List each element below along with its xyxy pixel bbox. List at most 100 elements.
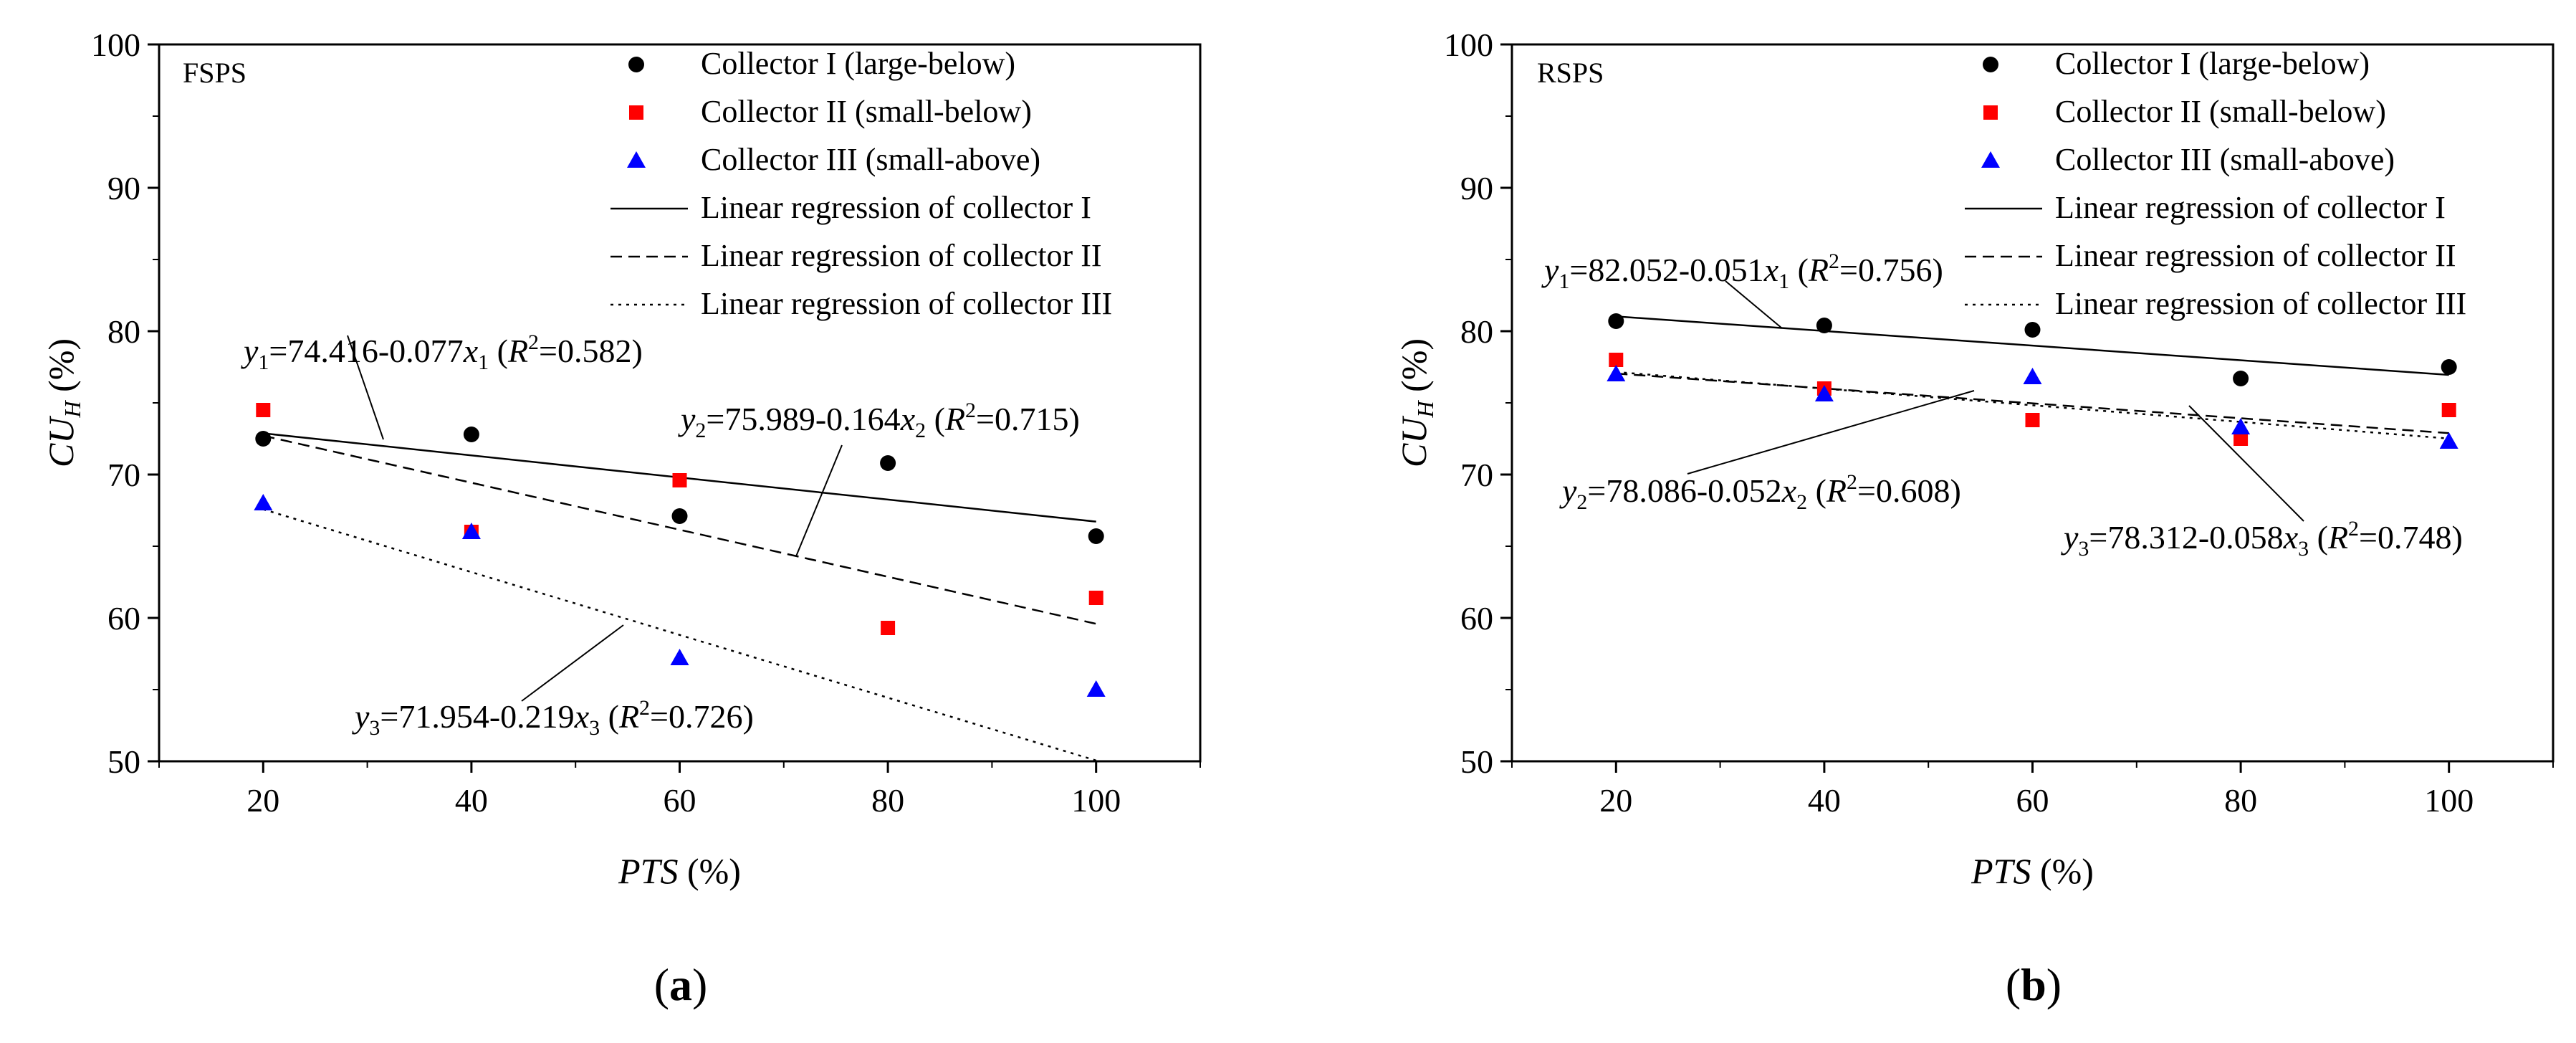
- eq-open: (: [2309, 519, 2328, 556]
- data-point-square: [2233, 432, 2249, 446]
- eq-x: x: [1763, 252, 1779, 288]
- legend-label: Linear regression of collector I: [701, 190, 1091, 225]
- x-axis-label-unit: (%): [2031, 851, 2093, 891]
- eq-r: R: [1826, 472, 1847, 509]
- eq-close: =0.748): [2359, 519, 2463, 556]
- eq-x: x: [463, 333, 479, 369]
- eq-mid: =74.416-0.077: [269, 333, 463, 369]
- eq-y: y: [2061, 519, 2079, 556]
- eq-mid: =71.954-0.219: [380, 698, 574, 735]
- data-point-square: [256, 403, 271, 417]
- legend-label: Linear regression of collector II: [2055, 238, 2456, 273]
- eq-sub: 3: [2298, 537, 2309, 561]
- legend-label: Collector II (small-below): [2055, 94, 2386, 129]
- y-tick-label: 90: [1460, 170, 1493, 206]
- x-tick-label: 80: [871, 782, 904, 819]
- regression-line-1: [1616, 315, 2449, 376]
- data-point-triangle: [254, 494, 273, 510]
- data-point-triangle: [1086, 680, 1106, 697]
- y-axis-label-var: CU: [41, 416, 81, 467]
- eq-sub: 1: [258, 351, 269, 374]
- eq-sub: 3: [589, 716, 600, 740]
- x-tick-label: 100: [2424, 782, 2474, 819]
- x-axis-label-var: PTS: [618, 851, 678, 891]
- panel-caption: (b): [2006, 959, 2062, 1010]
- eq-sup: 2: [1829, 249, 1839, 273]
- data-point-square: [2025, 413, 2040, 427]
- eq-sub: 2: [695, 419, 706, 442]
- x-axis-label: PTS (%): [618, 851, 741, 891]
- legend-label: Collector II (small-below): [701, 94, 1032, 129]
- eq-mid: =78.086-0.052: [1587, 472, 1781, 509]
- legend-marker-circle: [1983, 57, 1998, 72]
- data-point-triangle: [2023, 368, 2042, 384]
- x-tick-label: 20: [246, 782, 279, 819]
- data-point-square: [672, 473, 687, 487]
- equation-leader-line: [1687, 390, 1975, 475]
- regression-line-3: [1616, 371, 2449, 440]
- regression-line-2: [1616, 372, 2449, 434]
- eq-y: y: [241, 333, 259, 369]
- panel-caption: (a): [654, 959, 708, 1010]
- eq-sup: 2: [1847, 470, 1857, 494]
- data-point-circle: [463, 427, 479, 442]
- panel-tag: FSPS: [183, 57, 246, 89]
- eq-r: R: [618, 698, 639, 735]
- data-point-circle: [2024, 322, 2041, 338]
- equation-leader-line: [795, 444, 843, 557]
- eq-sub: 3: [2078, 537, 2089, 561]
- x-tick-label: 60: [2016, 782, 2049, 819]
- equation-leader-line: [2188, 405, 2304, 522]
- eq-mid: =78.312-0.058: [2089, 519, 2283, 556]
- eq-sub: 1: [1778, 270, 1789, 293]
- eq-r: R: [507, 333, 528, 369]
- y-tick-label: 70: [1460, 457, 1493, 493]
- eq-x: x: [1781, 472, 1797, 509]
- eq-open: (: [600, 698, 619, 735]
- data-point-triangle: [1607, 365, 1626, 381]
- x-tick-label: 20: [1599, 782, 1632, 819]
- x-tick-label: 60: [664, 782, 696, 819]
- data-point-circle: [671, 508, 688, 524]
- legend-label: Linear regression of collector III: [2055, 286, 2466, 321]
- eq-sub: 1: [1558, 270, 1569, 293]
- data-point-square: [881, 621, 896, 635]
- x-axis-label-unit: (%): [678, 851, 740, 891]
- equation-label-1: y1=82.052-0.051x1 (R2=0.756): [1541, 249, 1943, 293]
- equation-label-3: y3=78.312-0.058x3 (R2=0.748): [2061, 517, 2463, 561]
- eq-y: y: [1559, 472, 1577, 509]
- y-axis-label: CUH (%): [1394, 338, 1438, 467]
- y-tick-label: 70: [107, 457, 140, 493]
- panel-tag: RSPS: [1537, 57, 1604, 89]
- eq-mid: =75.989-0.164: [706, 401, 900, 437]
- eq-x: x: [2283, 519, 2299, 556]
- data-point-triangle: [2439, 432, 2458, 449]
- data-point-triangle: [1814, 385, 1834, 401]
- legend-label: Collector III (small-above): [2055, 142, 2395, 177]
- data-point-triangle: [670, 649, 689, 665]
- y-tick-label: 80: [107, 313, 140, 350]
- equation-leader-line: [521, 624, 624, 702]
- eq-x: x: [900, 401, 916, 437]
- eq-open: (: [1807, 472, 1826, 509]
- x-tick-label: 40: [1808, 782, 1841, 819]
- y-tick-label: 50: [1460, 743, 1493, 780]
- eq-close: =0.756): [1839, 252, 1943, 288]
- y-tick-label: 80: [1460, 313, 1493, 350]
- eq-close: =0.726): [650, 698, 754, 735]
- eq-sub: 2: [915, 419, 926, 442]
- eq-y: y: [1541, 252, 1559, 288]
- eq-r: R: [2327, 519, 2348, 556]
- legend-label: Collector I (large-below): [701, 46, 1015, 81]
- data-point-circle: [1608, 313, 1624, 329]
- caption-letter: b: [2021, 959, 2046, 1010]
- x-axis-label: PTS (%): [1971, 851, 2094, 891]
- eq-sup: 2: [639, 696, 650, 720]
- data-point-circle: [2441, 359, 2457, 375]
- caption-open: (: [654, 959, 669, 1010]
- equation-label-2: y2=78.086-0.052x2 (R2=0.608): [1559, 470, 1961, 514]
- eq-sup: 2: [965, 399, 976, 422]
- y-axis-label-sub: H: [59, 400, 85, 419]
